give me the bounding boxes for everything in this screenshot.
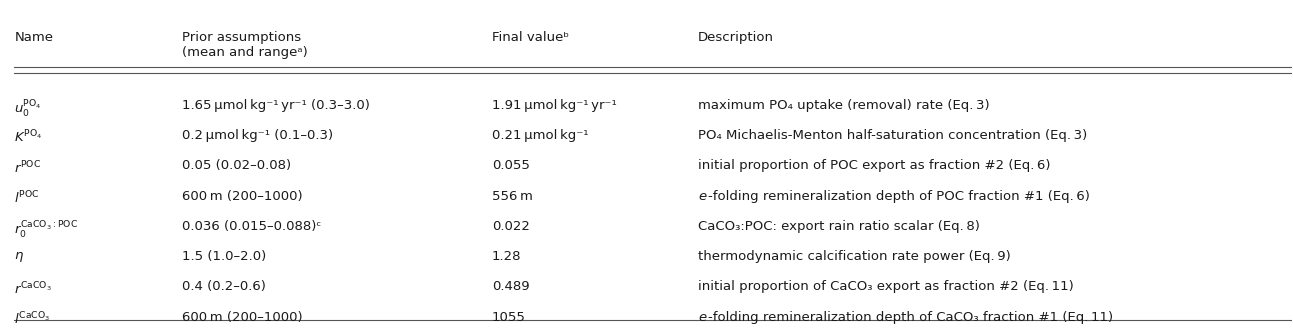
Text: 556 m: 556 m [491, 190, 533, 203]
Text: 0.2 μmol kg⁻¹ (0.1–0.3): 0.2 μmol kg⁻¹ (0.1–0.3) [182, 129, 334, 142]
Text: $K^{\mathrm{PO_4}}$: $K^{\mathrm{PO_4}}$ [14, 129, 43, 146]
Text: thermodynamic calcification rate power (Eq. 9): thermodynamic calcification rate power (… [698, 250, 1011, 263]
Text: initial proportion of CaCO₃ export as fraction #2 (Eq. 11): initial proportion of CaCO₃ export as fr… [698, 280, 1074, 293]
Text: e: e [698, 311, 706, 324]
Text: 0.022: 0.022 [491, 220, 530, 233]
Text: 0.489: 0.489 [491, 280, 529, 293]
Text: Name: Name [14, 31, 53, 43]
Text: initial proportion of POC export as fraction #2 (Eq. 6): initial proportion of POC export as frac… [698, 159, 1051, 172]
Text: $l^{\mathrm{CaCO_3}}$: $l^{\mathrm{CaCO_3}}$ [14, 311, 50, 327]
Text: 1.5 (1.0–2.0): 1.5 (1.0–2.0) [182, 250, 266, 263]
Text: 0.055: 0.055 [491, 159, 530, 172]
Text: 1.65 μmol kg⁻¹ yr⁻¹ (0.3–3.0): 1.65 μmol kg⁻¹ yr⁻¹ (0.3–3.0) [182, 99, 370, 112]
Text: Prior assumptions
(mean and rangeᵃ): Prior assumptions (mean and rangeᵃ) [182, 31, 308, 59]
Text: 0.036 (0.015–0.088)ᶜ: 0.036 (0.015–0.088)ᶜ [182, 220, 322, 233]
Text: $r^{\mathrm{CaCO_3}}$: $r^{\mathrm{CaCO_3}}$ [14, 280, 52, 297]
Text: 1.28: 1.28 [491, 250, 521, 263]
Text: -folding remineralization depth of POC fraction #1 (Eq. 6): -folding remineralization depth of POC f… [709, 190, 1090, 203]
Text: Final valueᵇ: Final valueᵇ [491, 31, 569, 43]
Text: PO₄ Michaelis-Menton half-saturation concentration (Eq. 3): PO₄ Michaelis-Menton half-saturation con… [698, 129, 1087, 142]
Text: 1.91 μmol kg⁻¹ yr⁻¹: 1.91 μmol kg⁻¹ yr⁻¹ [491, 99, 617, 112]
Text: CaCO₃:POC: export rain ratio scalar (Eq. 8): CaCO₃:POC: export rain ratio scalar (Eq.… [698, 220, 980, 233]
Text: 0.21 μmol kg⁻¹: 0.21 μmol kg⁻¹ [491, 129, 588, 142]
Text: $l^{\mathrm{POC}}$: $l^{\mathrm{POC}}$ [14, 190, 40, 206]
Text: $u_{0}^{\mathrm{PO_4}}$: $u_{0}^{\mathrm{PO_4}}$ [14, 99, 43, 120]
Text: $r_{0}^{\mathrm{CaCO_3:POC}}$: $r_{0}^{\mathrm{CaCO_3:POC}}$ [14, 220, 79, 241]
Text: Description: Description [698, 31, 775, 43]
Text: e: e [698, 190, 706, 203]
Text: 600 m (200–1000): 600 m (200–1000) [182, 311, 303, 324]
Text: $r^{\mathrm{POC}}$: $r^{\mathrm{POC}}$ [14, 159, 41, 176]
Text: -folding remineralization depth of CaCO₃ fraction #1 (Eq. 11): -folding remineralization depth of CaCO₃… [709, 311, 1113, 324]
Text: 0.05 (0.02–0.08): 0.05 (0.02–0.08) [182, 159, 291, 172]
Text: $\eta$: $\eta$ [14, 250, 25, 264]
Text: 0.4 (0.2–0.6): 0.4 (0.2–0.6) [182, 280, 266, 293]
Text: maximum PO₄ uptake (removal) rate (Eq. 3): maximum PO₄ uptake (removal) rate (Eq. 3… [698, 99, 989, 112]
Text: 600 m (200–1000): 600 m (200–1000) [182, 190, 303, 203]
Text: 1055: 1055 [491, 311, 525, 324]
